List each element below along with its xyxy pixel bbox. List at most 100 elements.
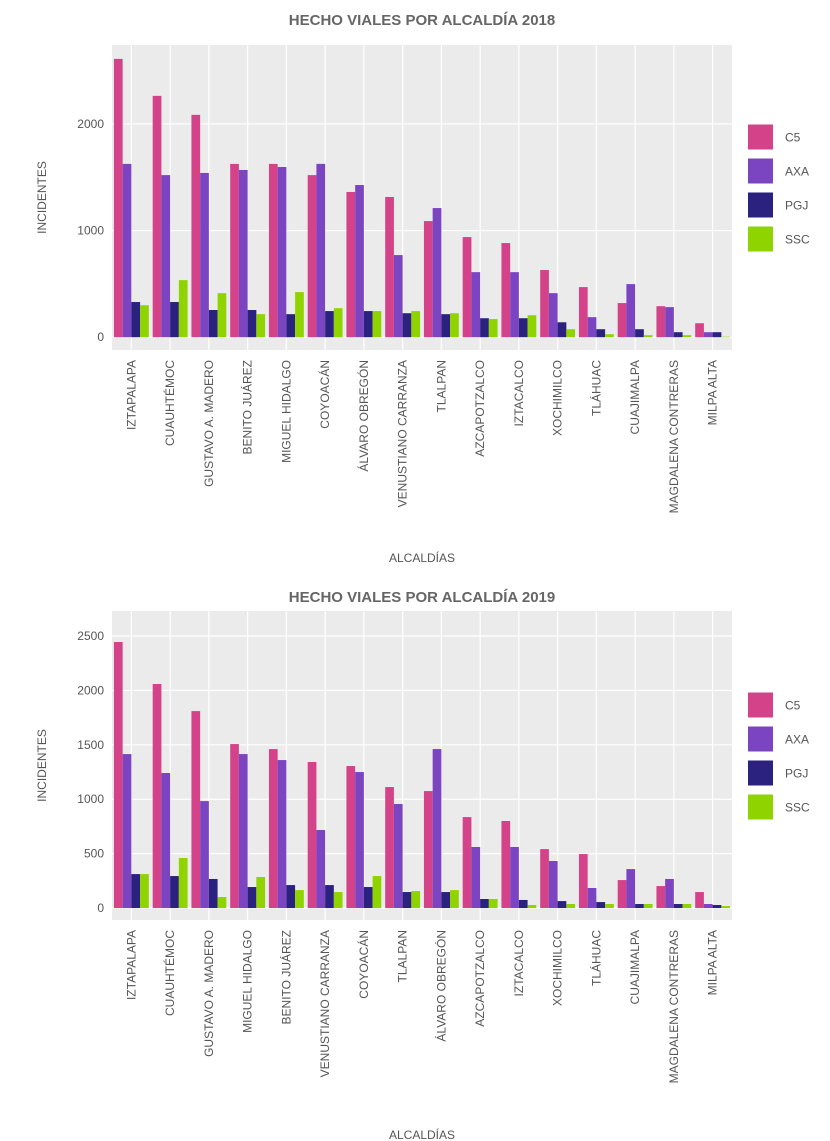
y-tick-label: 1000 <box>77 224 104 238</box>
bar <box>170 302 179 338</box>
bar <box>488 319 498 338</box>
x-tick-label: CUAUHTÉMOC <box>162 930 177 1016</box>
bar <box>673 904 683 909</box>
bar <box>450 890 459 909</box>
y-tick-label: 2000 <box>77 117 104 131</box>
bar <box>540 849 549 909</box>
bar <box>238 169 248 338</box>
bar <box>501 820 511 909</box>
bar <box>441 314 451 338</box>
bar <box>432 208 442 338</box>
bar <box>113 58 123 338</box>
bar <box>217 897 227 909</box>
bar <box>605 334 614 338</box>
bar <box>578 854 588 909</box>
bar <box>372 311 382 338</box>
bar <box>170 876 179 909</box>
bar <box>665 307 674 338</box>
x-tick-label: AZCAPOTZALCO <box>473 360 487 457</box>
bar <box>286 314 296 338</box>
legend-label: SSC <box>785 233 810 247</box>
bar <box>617 303 627 338</box>
bar <box>316 830 326 909</box>
x-tick-label: MAGDALENA CONTRERAS <box>667 360 681 513</box>
bar <box>635 329 644 338</box>
bar <box>462 237 472 338</box>
chart-title: HECHO VIALES POR ALCALDÍA 2018 <box>289 12 555 29</box>
bar <box>161 773 171 909</box>
bar <box>527 315 537 338</box>
x-tick-label: MILPA ALTA <box>706 930 720 995</box>
bar <box>423 791 433 909</box>
y-tick-label: 2000 <box>77 683 104 697</box>
bar <box>208 878 218 909</box>
bar <box>510 846 519 909</box>
x-tick-label: IZTACALCO <box>512 930 526 996</box>
x-tick-label: XOCHIMILCO <box>551 360 565 436</box>
bar <box>200 172 209 338</box>
bar <box>423 221 433 338</box>
bar <box>178 280 188 338</box>
legend-swatch <box>748 226 773 252</box>
y-tick-label: 2500 <box>77 629 104 643</box>
x-tick-label: TLÁHUAC <box>588 930 603 986</box>
bar <box>527 904 537 909</box>
bar <box>441 892 451 909</box>
y-tick-label: 500 <box>84 847 104 861</box>
legend-swatch <box>748 726 773 752</box>
bar <box>488 899 498 909</box>
bar <box>596 902 606 909</box>
bar <box>557 322 567 338</box>
bar <box>333 892 343 909</box>
x-tick-label: CUAJIMALPA <box>628 360 642 434</box>
x-tick-label: AZCAPOTZALCO <box>473 930 487 1027</box>
plot-background <box>112 611 732 920</box>
bar <box>501 243 511 338</box>
x-tick-label: TLALPAN <box>396 930 410 982</box>
legend-label: PGJ <box>785 767 808 781</box>
x-tick-label: GUSTAVO A. MADERO <box>202 360 216 487</box>
bar <box>712 332 722 338</box>
bar <box>230 163 239 338</box>
bar <box>217 293 227 338</box>
bar <box>372 876 382 909</box>
bar <box>626 284 636 338</box>
bar <box>113 642 123 909</box>
bar <box>161 175 171 338</box>
bar <box>122 754 132 909</box>
bar <box>480 318 489 338</box>
x-axis-title: ALCALDÍAS <box>389 1127 455 1141</box>
bar <box>721 906 731 909</box>
bar <box>432 749 442 909</box>
bar <box>703 904 713 909</box>
bar <box>307 762 317 909</box>
legend-label: AXA <box>785 165 809 179</box>
bar <box>578 287 588 338</box>
y-tick-label: 0 <box>97 901 104 915</box>
x-tick-label: TLALPAN <box>434 360 448 412</box>
bar <box>122 163 132 338</box>
bar <box>385 787 394 909</box>
bar <box>643 904 653 909</box>
bar <box>295 292 304 338</box>
bar <box>471 272 481 338</box>
y-axis-title: INCIDENTES <box>35 729 49 802</box>
bar <box>286 885 296 909</box>
bar <box>656 306 666 338</box>
bar <box>393 255 403 338</box>
bar <box>355 772 364 909</box>
bar <box>721 336 731 338</box>
y-tick-label: 1000 <box>77 792 104 806</box>
bar <box>152 684 162 909</box>
x-tick-label: MILPA ALTA <box>706 360 720 425</box>
bar <box>557 901 567 909</box>
y-axis-title: INCIDENTES <box>35 161 49 234</box>
bar <box>325 311 334 338</box>
bar <box>325 885 334 909</box>
bar <box>471 846 481 909</box>
legend-swatch <box>748 794 773 820</box>
bar <box>247 310 257 338</box>
bar <box>635 904 644 909</box>
bar <box>316 163 326 338</box>
